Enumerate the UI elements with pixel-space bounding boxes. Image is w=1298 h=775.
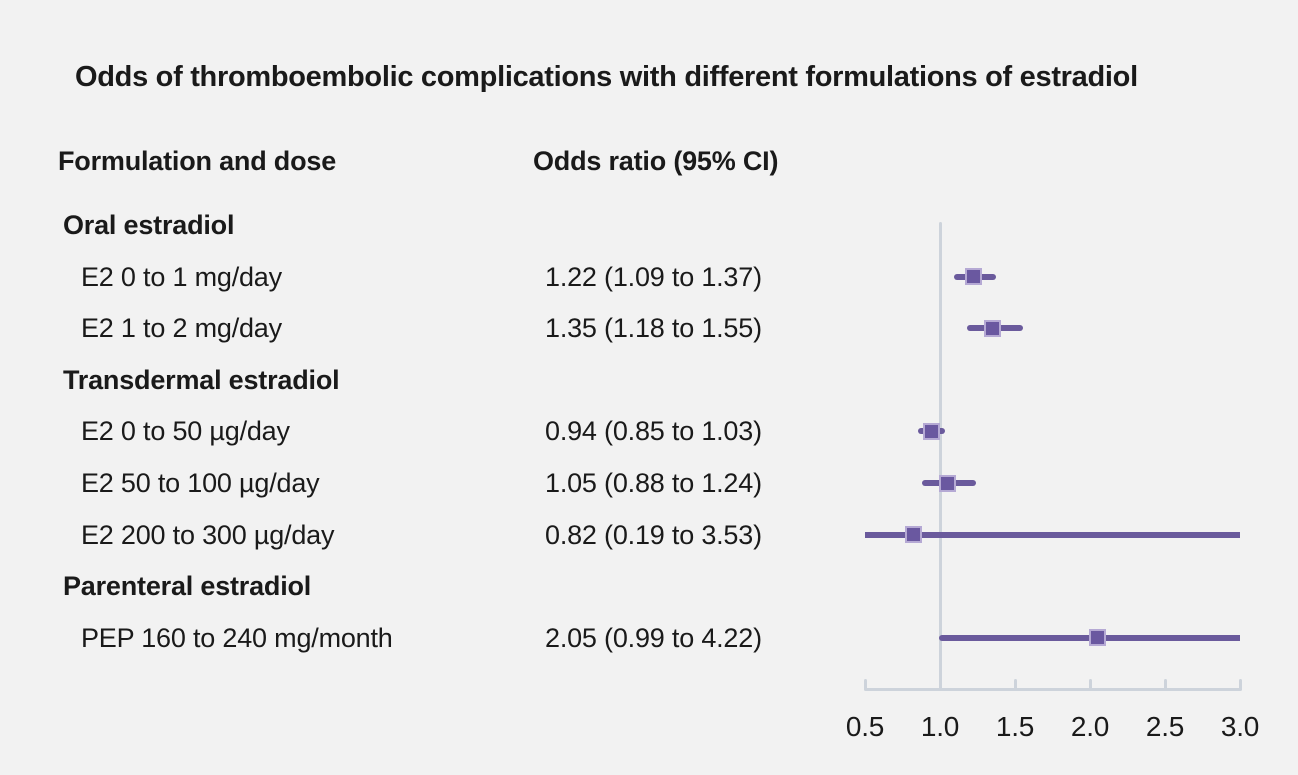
x-axis-tick-label: 1.5 — [995, 711, 1035, 742]
row-label: PEP 160 to 240 mg/month — [81, 622, 393, 653]
or-value: 1.22 (1.09 to 1.37) — [545, 261, 762, 292]
x-axis-tick — [1013, 679, 1017, 690]
point-estimate-marker — [984, 319, 1001, 337]
row-label: E2 200 to 300 µg/day — [81, 519, 335, 550]
chart-title: Odds of thromboembolic complications wit… — [75, 61, 1138, 93]
x-axis-tick — [863, 679, 867, 690]
row-label: E2 50 to 100 µg/day — [81, 468, 320, 498]
group-label: Parenteral estradiol — [63, 571, 312, 602]
point-estimate-marker — [1089, 629, 1106, 647]
or-value: 1.35 (1.18 to 1.55) — [545, 313, 762, 344]
row-label: E2 0 to 1 mg/day — [81, 261, 282, 292]
point-estimate-marker — [922, 422, 940, 440]
group-label: Transdermal estradiol — [63, 364, 340, 395]
group-label: Oral estradiol — [63, 210, 235, 240]
column-header-odds-ratio: Odds ratio (95% CI) — [533, 146, 779, 176]
x-axis-tick — [1163, 679, 1167, 690]
or-value: 1.05 (0.88 to 1.24) — [545, 468, 762, 498]
reference-line — [938, 222, 942, 691]
or-value: 0.82 (0.19 to 3.53) — [545, 519, 762, 550]
or-value: 2.05 (0.99 to 4.22) — [545, 622, 762, 653]
point-estimate-marker — [964, 268, 982, 286]
x-axis-tick — [1088, 679, 1092, 690]
x-axis-line — [863, 688, 1242, 691]
x-axis-tick-label: 3.0 — [1220, 711, 1260, 742]
column-header-formulation: Formulation and dose — [58, 146, 337, 176]
point-estimate-marker — [939, 474, 956, 492]
confidence-interval-line — [865, 531, 1240, 538]
x-axis-tick-label: 2.0 — [1070, 711, 1110, 742]
x-axis-tick-label: 1.0 — [920, 711, 960, 742]
x-axis-tick-label: 2.5 — [1145, 711, 1185, 742]
row-label: E2 0 to 50 µg/day — [81, 416, 290, 447]
point-estimate-marker — [904, 526, 922, 544]
row-label: E2 1 to 2 mg/day — [81, 313, 282, 344]
or-value: 0.94 (0.85 to 1.03) — [545, 416, 762, 447]
x-axis-tick-label: 0.5 — [845, 711, 885, 742]
x-axis-tick — [1238, 679, 1242, 690]
